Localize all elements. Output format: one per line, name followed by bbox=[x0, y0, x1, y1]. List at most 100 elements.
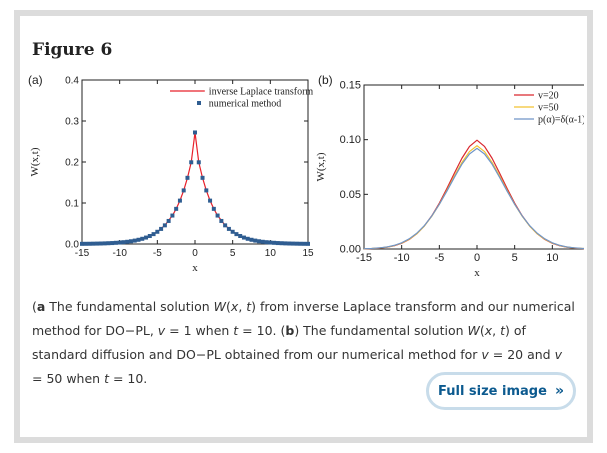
chart-a-series-2-point bbox=[136, 237, 141, 242]
chart-a-series-2-point bbox=[117, 240, 122, 245]
chart-a-xtick-label: 10 bbox=[265, 248, 277, 259]
chart-a-series-2-point bbox=[87, 241, 92, 246]
chart-a-series-2-point bbox=[219, 218, 224, 223]
chart-a-series-2-point bbox=[200, 175, 205, 180]
chart-a-series-2-point bbox=[226, 226, 231, 231]
chart-a-series-2-point bbox=[147, 234, 152, 239]
chart-a-series-2-point bbox=[181, 188, 186, 193]
chart-a-panel-label: (a) bbox=[28, 73, 43, 87]
double-chevron-right-icon: » bbox=[554, 383, 564, 399]
chart-a-series-2-point bbox=[128, 239, 133, 244]
chart-a-ytick-label: 0.3 bbox=[65, 117, 79, 128]
full-size-image-button[interactable]: Full size image » bbox=[426, 372, 576, 410]
chart-b-ytick-label: 0.05 bbox=[340, 189, 361, 201]
chart-a-series-2-point bbox=[215, 213, 220, 218]
chart-a-series-2-legend-label: numerical method bbox=[209, 99, 281, 110]
chart-a-series-2-point bbox=[257, 239, 262, 244]
chart-a-series-2-point bbox=[162, 223, 167, 228]
chart-a-series-2-point bbox=[170, 213, 175, 218]
chart-a-series-2-point bbox=[298, 241, 303, 246]
chart-a-series-2-point bbox=[95, 241, 100, 246]
chart-a-series-2-point bbox=[223, 223, 228, 228]
chart-b-series-2-line bbox=[363, 145, 584, 250]
chart-a-series-2-point bbox=[113, 240, 118, 245]
chart-a-series-2-point bbox=[279, 241, 284, 246]
chart-b-series-2-legend-label: v=50 bbox=[538, 103, 559, 114]
chart-a-xtick-label: 15 bbox=[302, 248, 314, 259]
chart-b-xtick-label: 10 bbox=[546, 252, 558, 264]
chart-a-series-2-point bbox=[132, 238, 137, 243]
chart-a-series-2-point bbox=[249, 237, 254, 242]
chart-b-ytick-label: 0.00 bbox=[340, 244, 361, 256]
chart-a-series-2-point bbox=[264, 240, 269, 245]
chart-b-panel-label: (b) bbox=[318, 73, 333, 87]
chart-a-series-2-point bbox=[185, 175, 190, 180]
chart-a-series-2-point bbox=[204, 188, 209, 193]
chart-a-series-2-point bbox=[234, 232, 239, 237]
chart-b-series-1-line bbox=[363, 139, 584, 250]
chart-b-ytick-label: 0.15 bbox=[340, 80, 361, 92]
chart-a-series-2-point bbox=[211, 206, 216, 211]
chart-a-series-2-point bbox=[189, 160, 194, 165]
chart-b-series-3-line bbox=[363, 147, 584, 250]
chart-a-series-2-point bbox=[121, 240, 126, 245]
chart-b-xtick-label: -5 bbox=[434, 252, 444, 264]
chart-a-series-2-point bbox=[106, 241, 111, 246]
chart-a-ytick-label: 0.4 bbox=[65, 76, 79, 87]
chart-a-series-2-point bbox=[193, 130, 197, 135]
chart-a-series-2-point bbox=[83, 241, 88, 246]
chart-a-series-2-point bbox=[272, 240, 277, 245]
chart-a-series-2-point bbox=[290, 241, 295, 246]
chart-b-ytick-label: 0.10 bbox=[340, 134, 361, 146]
figure-charts: (a) -15 -10 -5 0 5 10 15 0.0 0.1 0.2 0.3 0.4 x W(x,t) i… bbox=[28, 73, 584, 279]
chart-a-series-2-point bbox=[110, 241, 115, 246]
figure-card: Figure 6 (a) -15 -10 -5 0 5 10 15 0.0 0.1 0.2 0.3 0.… bbox=[14, 10, 593, 443]
chart-b-series-1-legend-label: v=20 bbox=[538, 91, 559, 102]
chart-a-series-2-point bbox=[294, 241, 299, 246]
chart-a-xtick-label: -15 bbox=[75, 248, 90, 259]
chart-a-series-2-point bbox=[241, 235, 246, 240]
chart-a-series-2-point bbox=[196, 160, 201, 165]
chart-a-series-2-point bbox=[98, 241, 103, 246]
chart-a-series-2-point bbox=[144, 235, 149, 240]
chart-a-series-2-point bbox=[159, 226, 164, 231]
chart-a-xlabel: x bbox=[192, 262, 198, 274]
chart-b-xtick-label: -10 bbox=[394, 252, 410, 264]
chart-a-series-2-point bbox=[268, 240, 273, 245]
chart-a-xtick-label: 0 bbox=[192, 248, 198, 259]
chart-b-xtick-label: 5 bbox=[512, 252, 518, 264]
caption-label-b: b bbox=[285, 323, 295, 338]
chart-a-series-2-point bbox=[102, 241, 107, 246]
full-size-image-label: Full size image bbox=[438, 383, 547, 399]
chart-a-series-2-point bbox=[253, 238, 258, 243]
chart-a-series-2-point bbox=[283, 241, 288, 246]
chart-a-series-2-point bbox=[125, 239, 130, 244]
figure-caption: (a The fundamental solution W(x, t) from… bbox=[32, 299, 575, 386]
chart-b-xtick-label: 0 bbox=[474, 252, 480, 264]
chart-b-xlabel: x bbox=[474, 267, 480, 279]
chart-a-xtick-label: -5 bbox=[153, 248, 162, 259]
chart-b-ylabel: W(x,t) bbox=[315, 152, 327, 181]
chart-a-xtick-label: -10 bbox=[112, 248, 127, 259]
chart-b-series-3-legend-label: p(α)=δ(α-1) bbox=[538, 115, 584, 126]
chart-a-series-2-point bbox=[80, 241, 84, 246]
chart-a-series-2-point bbox=[91, 241, 96, 246]
chart-a-series-2-point bbox=[174, 206, 179, 211]
chart-b-xtick-label: -15 bbox=[356, 252, 372, 264]
chart-a-xtick-label: 5 bbox=[230, 248, 236, 259]
chart-a-series-2-point bbox=[306, 241, 310, 246]
chart-a-series-2-point bbox=[208, 198, 213, 203]
chart-a-series-1-legend-label: inverse Laplace transform bbox=[209, 87, 314, 98]
chart-a-series-2-point bbox=[260, 239, 265, 244]
caption-label-a: a bbox=[36, 299, 46, 314]
chart-a-series-2-point bbox=[287, 241, 292, 246]
chart-a-series-2-point bbox=[275, 241, 280, 246]
chart-a-series-2-legend-marker bbox=[197, 101, 201, 105]
chart-a-series-2-point bbox=[245, 236, 250, 241]
chart-a-series-2-point bbox=[151, 232, 156, 237]
chart-a-ytick-label: 0.1 bbox=[65, 199, 79, 210]
chart-a-series-2-point bbox=[140, 236, 145, 241]
chart-a-series-2-point bbox=[238, 234, 243, 239]
chart-a-series-1-line bbox=[81, 131, 309, 245]
figure-title: Figure 6 bbox=[32, 40, 113, 60]
